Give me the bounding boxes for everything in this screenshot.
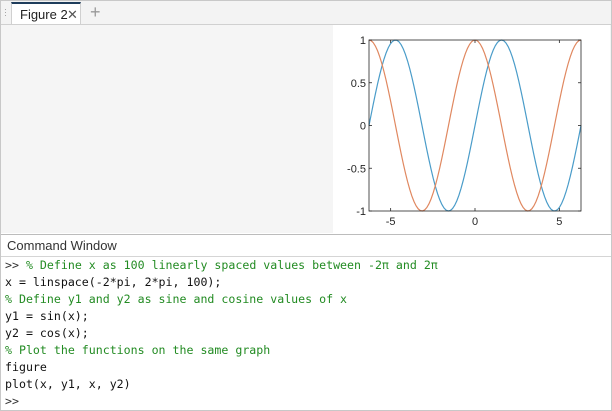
command-window[interactable]: >> % Define x as 100 linearly spaced val… [5, 257, 605, 410]
x-tick-label: -5 [386, 216, 396, 228]
command-line: y2 = cos(x); [5, 325, 605, 342]
code-text: figure [5, 360, 47, 374]
command-line: % Plot the functions on the same graph [5, 342, 605, 359]
x-tick-label: 0 [472, 216, 478, 228]
code-text: y1 = sin(x); [5, 309, 89, 323]
prompt: >> [5, 258, 26, 272]
y-tick-label: -0.5 [347, 163, 366, 175]
comment-text: % Plot the functions on the same graph [5, 343, 271, 357]
command-line: x = linspace(-2*pi, 2*pi, 100); [5, 274, 605, 291]
tab-label: Figure 2 [20, 7, 68, 22]
drag-handle-icon[interactable]: · · · [4, 4, 7, 20]
comment-text: % Define x as 100 linearly spaced values… [25, 258, 438, 272]
x-tick-label: 5 [556, 216, 562, 228]
plus-icon[interactable]: + [90, 2, 101, 22]
command-line: y1 = sin(x); [5, 308, 605, 325]
series-line-sin [368, 39, 582, 212]
code-text: y2 = cos(x); [5, 326, 89, 340]
command-line: >> [5, 393, 605, 410]
y-tick-label: 1 [360, 35, 366, 47]
y-tick-label: 0.5 [351, 78, 366, 90]
command-window-title: Command Window [7, 238, 117, 253]
figure-tab-bar: · · · Figure 2 ✕ + [1, 1, 611, 25]
comment-text: % Define y1 and y2 as sine and cosine va… [5, 292, 348, 306]
y-tick-label: 0 [360, 121, 366, 133]
code-text: plot(x, y1, x, y2) [5, 377, 131, 391]
command-window-header: Command Window [1, 234, 611, 257]
command-line: >> % Define x as 100 linearly spaced val… [5, 257, 605, 274]
prompt: >> [5, 394, 19, 408]
close-icon[interactable]: ✕ [67, 7, 78, 22]
command-line: % Define y1 and y2 as sine and cosine va… [5, 291, 605, 308]
command-line: figure [5, 359, 605, 376]
plot-axes[interactable]: -5 0 5 -1 -0.5 0 0.5 1 [333, 25, 610, 233]
command-line: plot(x, y1, x, y2) [5, 376, 605, 393]
tab-figure-2[interactable]: Figure 2 ✕ [11, 2, 81, 24]
y-tick-label: -1 [356, 206, 366, 218]
code-text: x = linspace(-2*pi, 2*pi, 100); [5, 275, 222, 289]
